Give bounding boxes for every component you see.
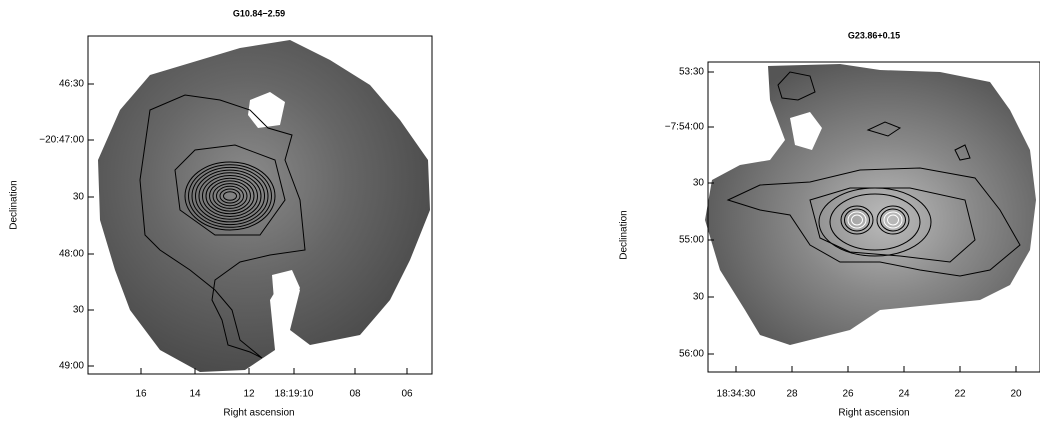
contour (840, 205, 874, 235)
x-tick-label: 22 (954, 389, 966, 400)
y-axis-label: Declination (619, 210, 630, 259)
y-tick-label: 46:30 (59, 79, 84, 90)
y-tick-label: 55:00 (679, 235, 704, 246)
x-tick-label: 24 (898, 389, 910, 400)
y-tick-label: −20:47:00 (39, 135, 84, 146)
contour (851, 214, 863, 226)
y-axis-label: Declination (9, 180, 20, 229)
frame-2 (707, 61, 1040, 373)
x-tick-label: 08 (349, 389, 361, 400)
contour (880, 208, 906, 232)
contour (191, 166, 269, 226)
contour (223, 191, 237, 201)
x-axis-label: Right ascension (223, 408, 294, 419)
contour (829, 193, 921, 251)
contour (202, 175, 258, 217)
contour (219, 188, 241, 204)
contour (195, 169, 265, 223)
y-tick-label: 49:00 (59, 361, 84, 372)
y-tick-label: 48:00 (59, 249, 84, 260)
contour (205, 177, 255, 215)
x-tick-label: 16 (135, 389, 147, 400)
y-tick-label: 56:00 (679, 349, 704, 360)
contour (844, 208, 870, 232)
y-tick-label: 30 (73, 305, 85, 316)
y-tick-label: −7:54:00 (665, 122, 705, 133)
x-tick-label: 26 (842, 389, 854, 400)
x-tick-label: 18:34:30 (717, 389, 756, 400)
x-tick-label: 12 (243, 389, 255, 400)
y-tick-label: 30 (693, 178, 705, 189)
x-tick-label: 18:19:10 (275, 389, 314, 400)
contour (212, 183, 248, 209)
contour (883, 211, 903, 229)
map-image-1 (98, 40, 430, 372)
contour (887, 214, 899, 226)
frame-1 (87, 35, 433, 375)
contour (847, 211, 867, 229)
contour (216, 185, 244, 207)
contour (209, 180, 251, 212)
contour (188, 164, 272, 228)
y-tick-label: 30 (693, 292, 705, 303)
contour (818, 187, 932, 257)
contour (876, 205, 910, 235)
map-image-2 (705, 64, 1036, 345)
x-tick-label: 06 (401, 389, 413, 400)
contour (184, 161, 276, 231)
panel-title: G10.84−2.59 (233, 8, 285, 18)
y-tick-label: 53:30 (679, 67, 704, 78)
x-tick-label: 20 (1010, 389, 1022, 400)
panel-title: G23.86+0.15 (848, 30, 900, 40)
x-axis-label: Right ascension (838, 408, 909, 419)
x-tick-label: 28 (786, 389, 798, 400)
contour (198, 172, 262, 220)
y-tick-label: 30 (73, 192, 85, 203)
x-tick-label: 14 (189, 389, 201, 400)
